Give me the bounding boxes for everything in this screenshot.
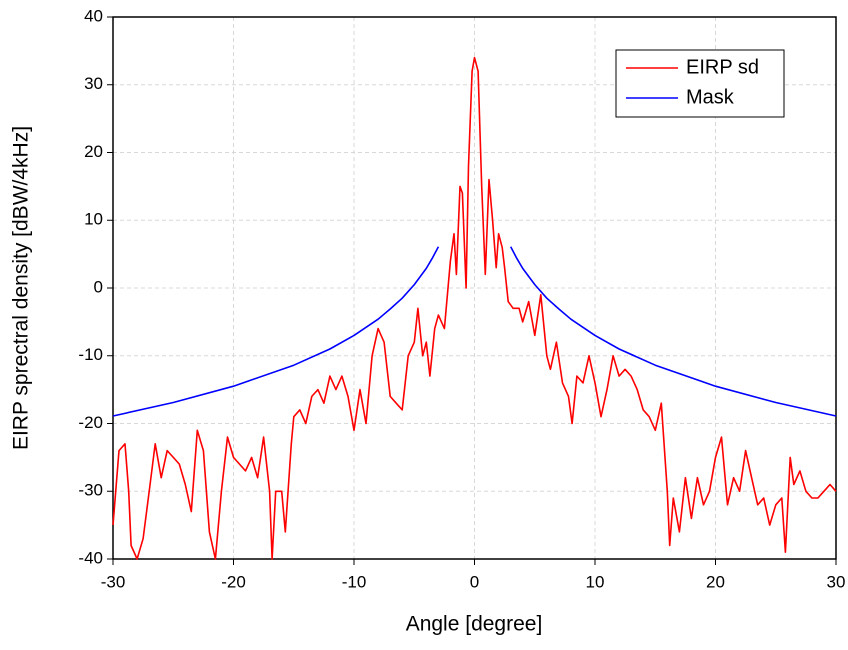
y-tick-label: 10: [84, 210, 103, 229]
x-tick-label: -20: [221, 572, 246, 591]
x-tick-label: -10: [342, 572, 367, 591]
y-tick-label: 40: [84, 6, 103, 25]
series-line: [112, 246, 837, 417]
y-tick-label: -20: [78, 413, 103, 432]
x-tick-label: 10: [586, 572, 605, 591]
x-tick-label: -30: [101, 572, 126, 591]
y-tick-label: -40: [78, 548, 103, 567]
x-tick-label: 30: [827, 572, 846, 591]
y-tick-label: -30: [78, 481, 103, 500]
legend-box: [615, 49, 785, 118]
y-tick-label: -10: [78, 345, 103, 364]
y-tick-label: 20: [84, 142, 103, 161]
x-tick-label: 0: [470, 572, 479, 591]
y-tick-label: 30: [84, 74, 103, 93]
y-tick-label: 0: [94, 277, 103, 296]
x-axis-title: Angle [degree]: [406, 613, 543, 636]
legend-label: Mask: [686, 86, 735, 108]
y-axis-title: EIRP sprectral density [dBW/4kHz]: [10, 126, 33, 450]
x-tick-label: 20: [706, 572, 725, 591]
legend-label: EIRP sd: [686, 56, 759, 78]
series-line: [112, 56, 837, 560]
plot-frame: [112, 16, 837, 560]
